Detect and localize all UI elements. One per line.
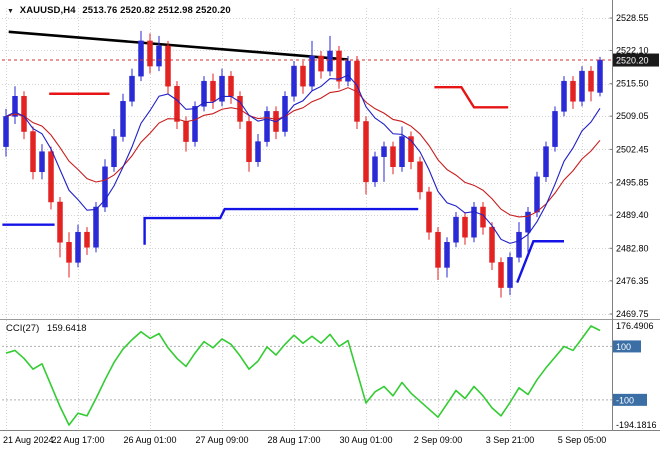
svg-text:30 Aug 01:00: 30 Aug 01:00: [339, 435, 392, 445]
svg-text:2520.20: 2520.20: [616, 56, 649, 66]
trendline: [8, 30, 349, 61]
price-axis: 2528.55 2522.10 2515.50 2509.05 2502.45 2495.…: [609, 13, 649, 319]
svg-text:2509.05: 2509.05: [616, 111, 649, 121]
svg-text:2469.75: 2469.75: [616, 309, 649, 319]
svg-text:22 Aug 17:00: 22 Aug 17:00: [51, 435, 104, 445]
svg-text:-100: -100: [616, 395, 634, 405]
cci-axis: 176.4906 -194.1816 100 -100: [613, 321, 657, 430]
symbol-name: XAUUSD,H4: [19, 5, 76, 16]
symbol-ohlc-info: ▼ XAUUSD,H4 2513.76 2520.82 2512.98 2520…: [7, 5, 231, 16]
cci-line: [5, 325, 601, 426]
svg-text:2528.55: 2528.55: [616, 13, 649, 23]
svg-text:-194.1816: -194.1816: [616, 420, 657, 430]
svg-text:2502.45: 2502.45: [616, 144, 649, 154]
svg-text:5 Sep 05:00: 5 Sep 05:00: [558, 435, 607, 445]
svg-text:2522.10: 2522.10: [616, 45, 649, 55]
cci-level-lines: [2, 345, 612, 401]
svg-text:176.4906: 176.4906: [616, 321, 654, 331]
svg-text:2515.50: 2515.50: [616, 79, 649, 89]
svg-text:3 Sep 21:00: 3 Sep 21:00: [486, 435, 535, 445]
ohlc-values: 2513.76 2520.82 2512.98 2520.20: [82, 5, 231, 16]
current-price-badge: 2520.20: [613, 53, 659, 67]
svg-text:26 Aug 01:00: 26 Aug 01:00: [123, 435, 176, 445]
svg-text:27 Aug 09:00: 27 Aug 09:00: [195, 435, 248, 445]
svg-text:2495.85: 2495.85: [616, 178, 649, 188]
svg-text:28 Aug 17:00: 28 Aug 17:00: [267, 435, 320, 445]
symbol-marker-icon: ▼: [7, 8, 15, 15]
svg-text:2 Sep 09:00: 2 Sep 09:00: [414, 435, 463, 445]
svg-text:21 Aug 2024: 21 Aug 2024: [3, 435, 54, 445]
indicator-value: 159.6418: [46, 323, 87, 334]
indicator-label: CCI(27) 159.6418: [6, 323, 87, 334]
svg-text:100: 100: [616, 342, 631, 352]
support-lines: [2, 207, 564, 283]
svg-text:2482.80: 2482.80: [616, 243, 649, 253]
indicator-name: CCI(27): [6, 323, 40, 334]
resistance-lines: [49, 86, 509, 109]
ma-slow-line: [5, 87, 601, 218]
svg-text:2489.40: 2489.40: [616, 210, 649, 220]
ma-fast-line: [5, 74, 601, 244]
svg-text:2476.35: 2476.35: [616, 276, 649, 286]
